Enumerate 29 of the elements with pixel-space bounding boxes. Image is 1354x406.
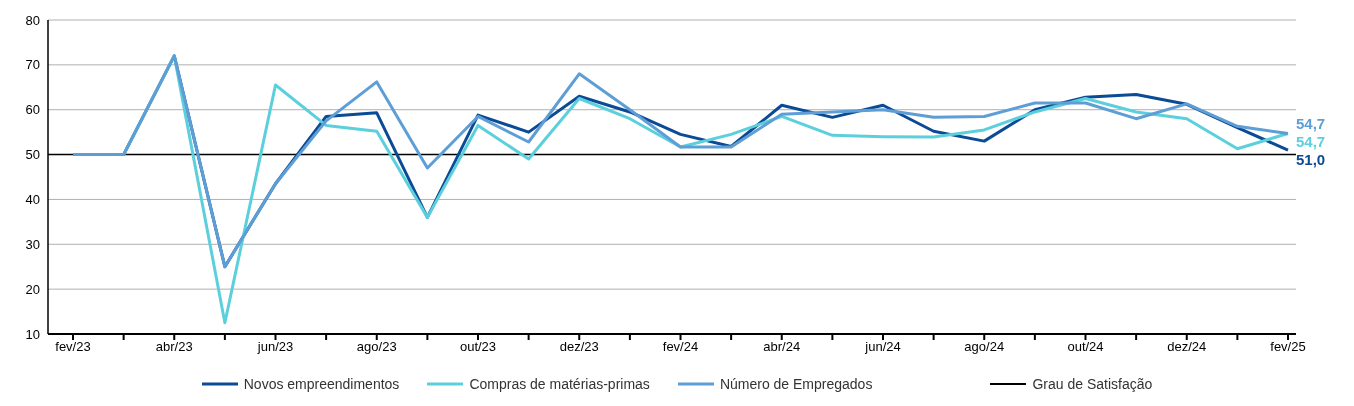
y-tick-label: 70 — [25, 57, 40, 73]
x-tick-label: abr/23 — [155, 339, 193, 355]
legend-label: Novos empreendimentos — [242, 376, 400, 392]
x-tick-label: ago/24 — [964, 339, 1005, 355]
x-tick-label: fev/24 — [662, 339, 699, 355]
x-tick-label: fev/25 — [1270, 339, 1306, 355]
data-label: 51,0 — [1296, 150, 1326, 168]
x-tick-label: jun/24 — [864, 339, 901, 355]
y-tick-label: 40 — [25, 192, 40, 208]
x-tick-label: out/24 — [1067, 339, 1104, 355]
y-tick-label: 50 — [25, 147, 40, 163]
y-tick-label: 80 — [25, 12, 40, 28]
x-tick-label: dez/23 — [559, 339, 599, 355]
y-tick-label: 30 — [25, 236, 40, 252]
x-tick-label: dez/24 — [1167, 339, 1207, 355]
line-series — [71, 54, 1290, 269]
y-tick-label: 10 — [25, 326, 40, 342]
legend-label: Compras de matérias-primas — [468, 376, 650, 392]
data-label: 54,7 — [1296, 114, 1326, 132]
x-tick-label: out/23 — [459, 339, 497, 355]
legend-label: Número de Empregados — [718, 376, 873, 392]
x-tick-label: jun/23 — [256, 339, 294, 355]
data-label: 54,7 — [1296, 132, 1326, 150]
x-tick-label: abr/24 — [763, 339, 801, 355]
legend-label: Grau de Satisfação — [1031, 376, 1153, 392]
y-tick-label: 20 — [25, 281, 40, 297]
x-tick-label: ago/23 — [356, 339, 397, 355]
y-tick-label: 60 — [25, 102, 40, 118]
x-tick-label: fev/23 — [55, 339, 91, 355]
